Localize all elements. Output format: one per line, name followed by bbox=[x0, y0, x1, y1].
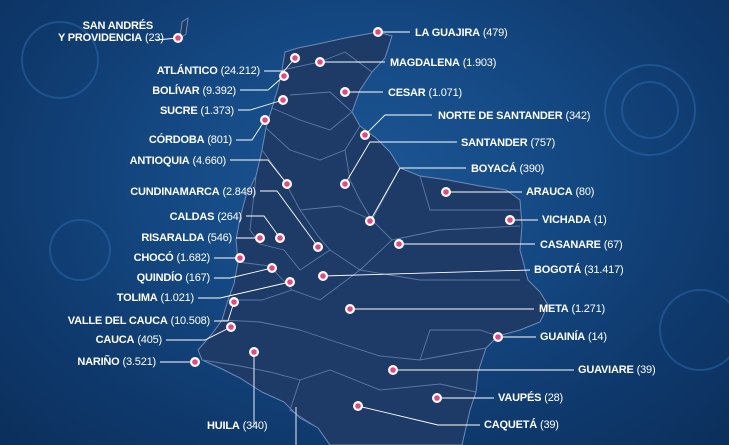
marker-vichada bbox=[507, 217, 513, 223]
label-valle-del-cauca: VALLE DEL CAUCA (10.508) bbox=[67, 315, 210, 327]
label-quindio: QUINDÍO (167) bbox=[136, 272, 211, 284]
marker-casanare bbox=[396, 241, 402, 247]
label-huila: HUILA (340) bbox=[207, 420, 268, 432]
label-sucre: SUCRE (1.373) bbox=[160, 105, 234, 117]
label-la-guajira: LA GUAJIRA (479) bbox=[415, 27, 508, 39]
marker-atlantico bbox=[292, 55, 298, 61]
marker-risaralda bbox=[257, 235, 263, 241]
label-atlantico: ATLÁNTICO (24.212) bbox=[156, 65, 261, 77]
marker-guaviare bbox=[390, 367, 396, 373]
marker-magdalena bbox=[317, 59, 323, 65]
leader-lines bbox=[155, 31, 574, 445]
marker-arauca bbox=[443, 189, 449, 195]
marker-meta bbox=[347, 306, 353, 312]
san-andres-island bbox=[179, 16, 189, 40]
label-vaupes: VAUPÉS (28) bbox=[498, 392, 563, 404]
marker-cesar bbox=[342, 89, 348, 95]
marker-cundinamarca bbox=[315, 244, 321, 250]
department-borders bbox=[201, 51, 521, 429]
label-arauca: ARAUCA (80) bbox=[526, 186, 595, 198]
label-magdalena: MAGDALENA (1.903) bbox=[390, 57, 497, 69]
marker-valle-del-cauca bbox=[231, 299, 237, 305]
label-cordoba: CÓRDOBA (801) bbox=[148, 134, 232, 146]
label-antioquia: ANTIOQUIA (4.660) bbox=[129, 155, 227, 167]
marker-san-andres bbox=[175, 35, 181, 41]
label-bolivar: BOLÍVAR (9.392) bbox=[152, 85, 236, 97]
label-guainia: GUAINÍA (14) bbox=[540, 331, 607, 343]
marker-santander bbox=[342, 181, 348, 187]
marker-boyaca bbox=[367, 218, 373, 224]
label-cesar: CESAR (1.071) bbox=[388, 87, 462, 99]
region-markers bbox=[173, 27, 515, 411]
label-caqueta: CAQUETÁ (39) bbox=[484, 419, 559, 431]
label-casanare: CASANARE (67) bbox=[540, 239, 623, 251]
label-caldas: CALDAS (264) bbox=[169, 211, 243, 223]
label-norte-de-santander: NORTE DE SANTANDER (342) bbox=[438, 110, 591, 122]
label-santander: SANTANDER (757) bbox=[461, 137, 556, 149]
label-san-andres: SAN ANDRÉS Y PROVIDENCIA (23) bbox=[58, 20, 164, 44]
label-guaviare: GUAVIARE (39) bbox=[578, 364, 656, 376]
label-narino: NARIÑO (3.521) bbox=[77, 356, 156, 368]
label-cundinamarca: CUNDINAMARCA (2.849) bbox=[130, 186, 256, 198]
marker-bogota bbox=[320, 273, 326, 279]
label-boyaca: BOYACÁ (390) bbox=[471, 163, 545, 175]
marker-narino bbox=[192, 359, 198, 365]
marker-caqueta bbox=[355, 403, 361, 409]
marker-norte-de-santander bbox=[362, 132, 368, 138]
marker-bolivar bbox=[281, 73, 287, 79]
marker-sucre bbox=[280, 97, 286, 103]
label-bogota: BOGOTÁ (31.417) bbox=[534, 264, 624, 276]
label-cauca: CAUCA (405) bbox=[95, 334, 163, 346]
marker-cordoba bbox=[262, 117, 268, 123]
label-choco: CHOCÓ (1.682) bbox=[133, 252, 211, 264]
marker-guainia bbox=[495, 334, 501, 340]
marker-quindio bbox=[269, 265, 275, 271]
virus-decoration bbox=[21, 21, 729, 371]
marker-caldas bbox=[277, 235, 283, 241]
marker-choco bbox=[237, 255, 243, 261]
marker-antioquia bbox=[284, 181, 290, 187]
label-risaralda: RISARALDA (546) bbox=[141, 232, 232, 244]
marker-cauca bbox=[228, 324, 234, 330]
label-vichada: VICHADA (1) bbox=[542, 214, 607, 226]
marker-vaupes bbox=[434, 395, 440, 401]
marker-tolima bbox=[287, 279, 293, 285]
label-meta: META (1.271) bbox=[539, 303, 605, 315]
marker-huila bbox=[251, 349, 257, 355]
marker-la-guajira bbox=[375, 29, 381, 35]
colombia-landmass bbox=[197, 31, 549, 445]
label-tolima: TOLIMA (1.021) bbox=[116, 292, 194, 304]
